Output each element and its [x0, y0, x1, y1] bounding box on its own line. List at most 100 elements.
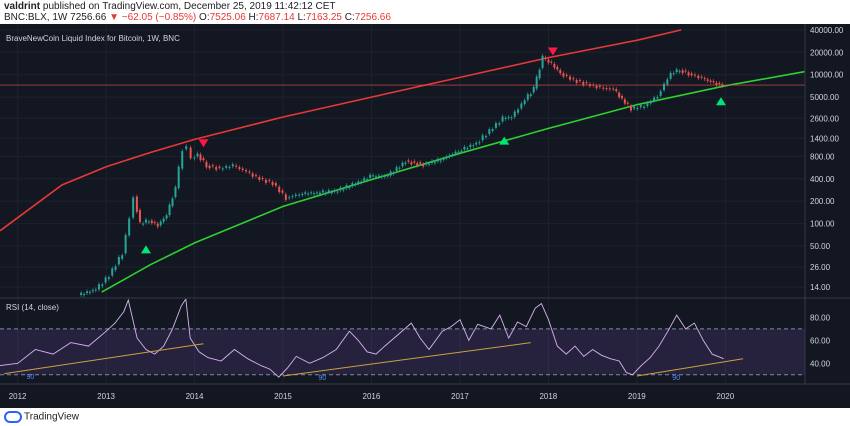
candle	[288, 197, 291, 199]
divergence-angle-label: 90	[318, 375, 326, 382]
candle	[448, 155, 451, 157]
candle	[162, 218, 165, 222]
x-tick-label: 2018	[539, 392, 557, 401]
candle	[602, 87, 605, 89]
candle	[254, 175, 257, 177]
candle	[475, 142, 478, 145]
candle	[715, 82, 718, 86]
candle	[336, 191, 339, 193]
y-tick-label: 14.00	[810, 283, 831, 292]
candle	[177, 166, 180, 189]
candle	[245, 170, 248, 172]
candle	[615, 89, 618, 92]
candle	[629, 105, 632, 111]
candle	[304, 192, 307, 194]
candle	[372, 175, 375, 177]
candle	[389, 171, 392, 176]
candle	[422, 164, 425, 167]
candle	[582, 81, 585, 85]
y-tick-label: 20000.00	[810, 48, 844, 57]
candle	[238, 167, 241, 169]
y-tick-label: 26.00	[810, 263, 831, 272]
candle	[208, 165, 211, 169]
candle	[442, 158, 445, 160]
candle	[425, 162, 428, 165]
y-tick-label: 10000.00	[810, 71, 844, 80]
candle	[196, 153, 199, 157]
tradingview-logo[interactable]: TradingView	[4, 411, 79, 423]
y-tick-label: 400.00	[810, 175, 835, 184]
candle	[436, 158, 439, 162]
candle	[135, 196, 138, 212]
candle	[211, 165, 214, 167]
candle	[395, 167, 398, 171]
candle	[697, 75, 700, 79]
divergence-angle-label: 90	[27, 374, 35, 381]
y-tick-label: 200.00	[810, 197, 835, 206]
gridlines	[0, 24, 805, 384]
candle	[377, 175, 380, 177]
candle	[307, 193, 310, 195]
x-tick-label: 2015	[274, 392, 292, 401]
candle	[488, 129, 491, 135]
high-value: 7687.14	[258, 12, 295, 23]
candle	[550, 61, 553, 63]
candle	[454, 151, 457, 154]
candle	[544, 57, 547, 60]
x-tick-label: 2016	[363, 392, 381, 401]
candle	[620, 95, 623, 99]
candle	[656, 96, 659, 99]
x-tick-label: 2014	[186, 392, 204, 401]
open-value: 7525.06	[209, 12, 246, 23]
candle	[612, 88, 615, 90]
candle	[690, 73, 693, 76]
candle	[159, 221, 162, 226]
candle	[241, 168, 244, 170]
candle	[153, 222, 156, 224]
candle	[491, 129, 494, 132]
candle	[672, 73, 675, 75]
candle	[121, 255, 124, 259]
candle	[709, 80, 712, 82]
candle	[342, 189, 345, 191]
candle	[383, 175, 386, 177]
candle	[294, 194, 297, 197]
down-triangle-icon: ▼	[109, 12, 119, 23]
candle	[258, 176, 261, 180]
candle	[268, 180, 271, 182]
price-change: −62.05 (−0.85%)	[121, 12, 197, 23]
candle	[478, 142, 481, 144]
author-name[interactable]: valdrint	[4, 1, 41, 12]
x-tick-label: 2012	[9, 392, 27, 401]
x-tick-label: 2013	[97, 392, 115, 401]
candle	[83, 294, 86, 296]
candle	[185, 146, 188, 150]
candle	[360, 181, 363, 183]
candle	[313, 193, 316, 195]
candle	[132, 197, 135, 218]
candle	[572, 78, 575, 80]
candle	[626, 102, 629, 104]
candle	[301, 193, 304, 196]
candle	[605, 88, 608, 90]
candle	[410, 162, 413, 165]
candle	[401, 162, 404, 167]
low-label: L:	[297, 12, 306, 23]
candle	[565, 74, 568, 76]
candle	[363, 178, 366, 181]
candle	[510, 117, 513, 119]
candle	[618, 92, 621, 98]
candle	[501, 116, 504, 122]
candle	[369, 174, 372, 178]
candle	[228, 167, 231, 169]
candle	[392, 172, 395, 174]
candle	[165, 215, 168, 219]
candle	[532, 86, 535, 93]
candle	[562, 73, 565, 77]
y-tick-label: 50.00	[810, 242, 831, 251]
candle	[428, 163, 431, 165]
candle	[315, 192, 318, 194]
candle	[221, 168, 224, 170]
candle	[639, 104, 642, 108]
